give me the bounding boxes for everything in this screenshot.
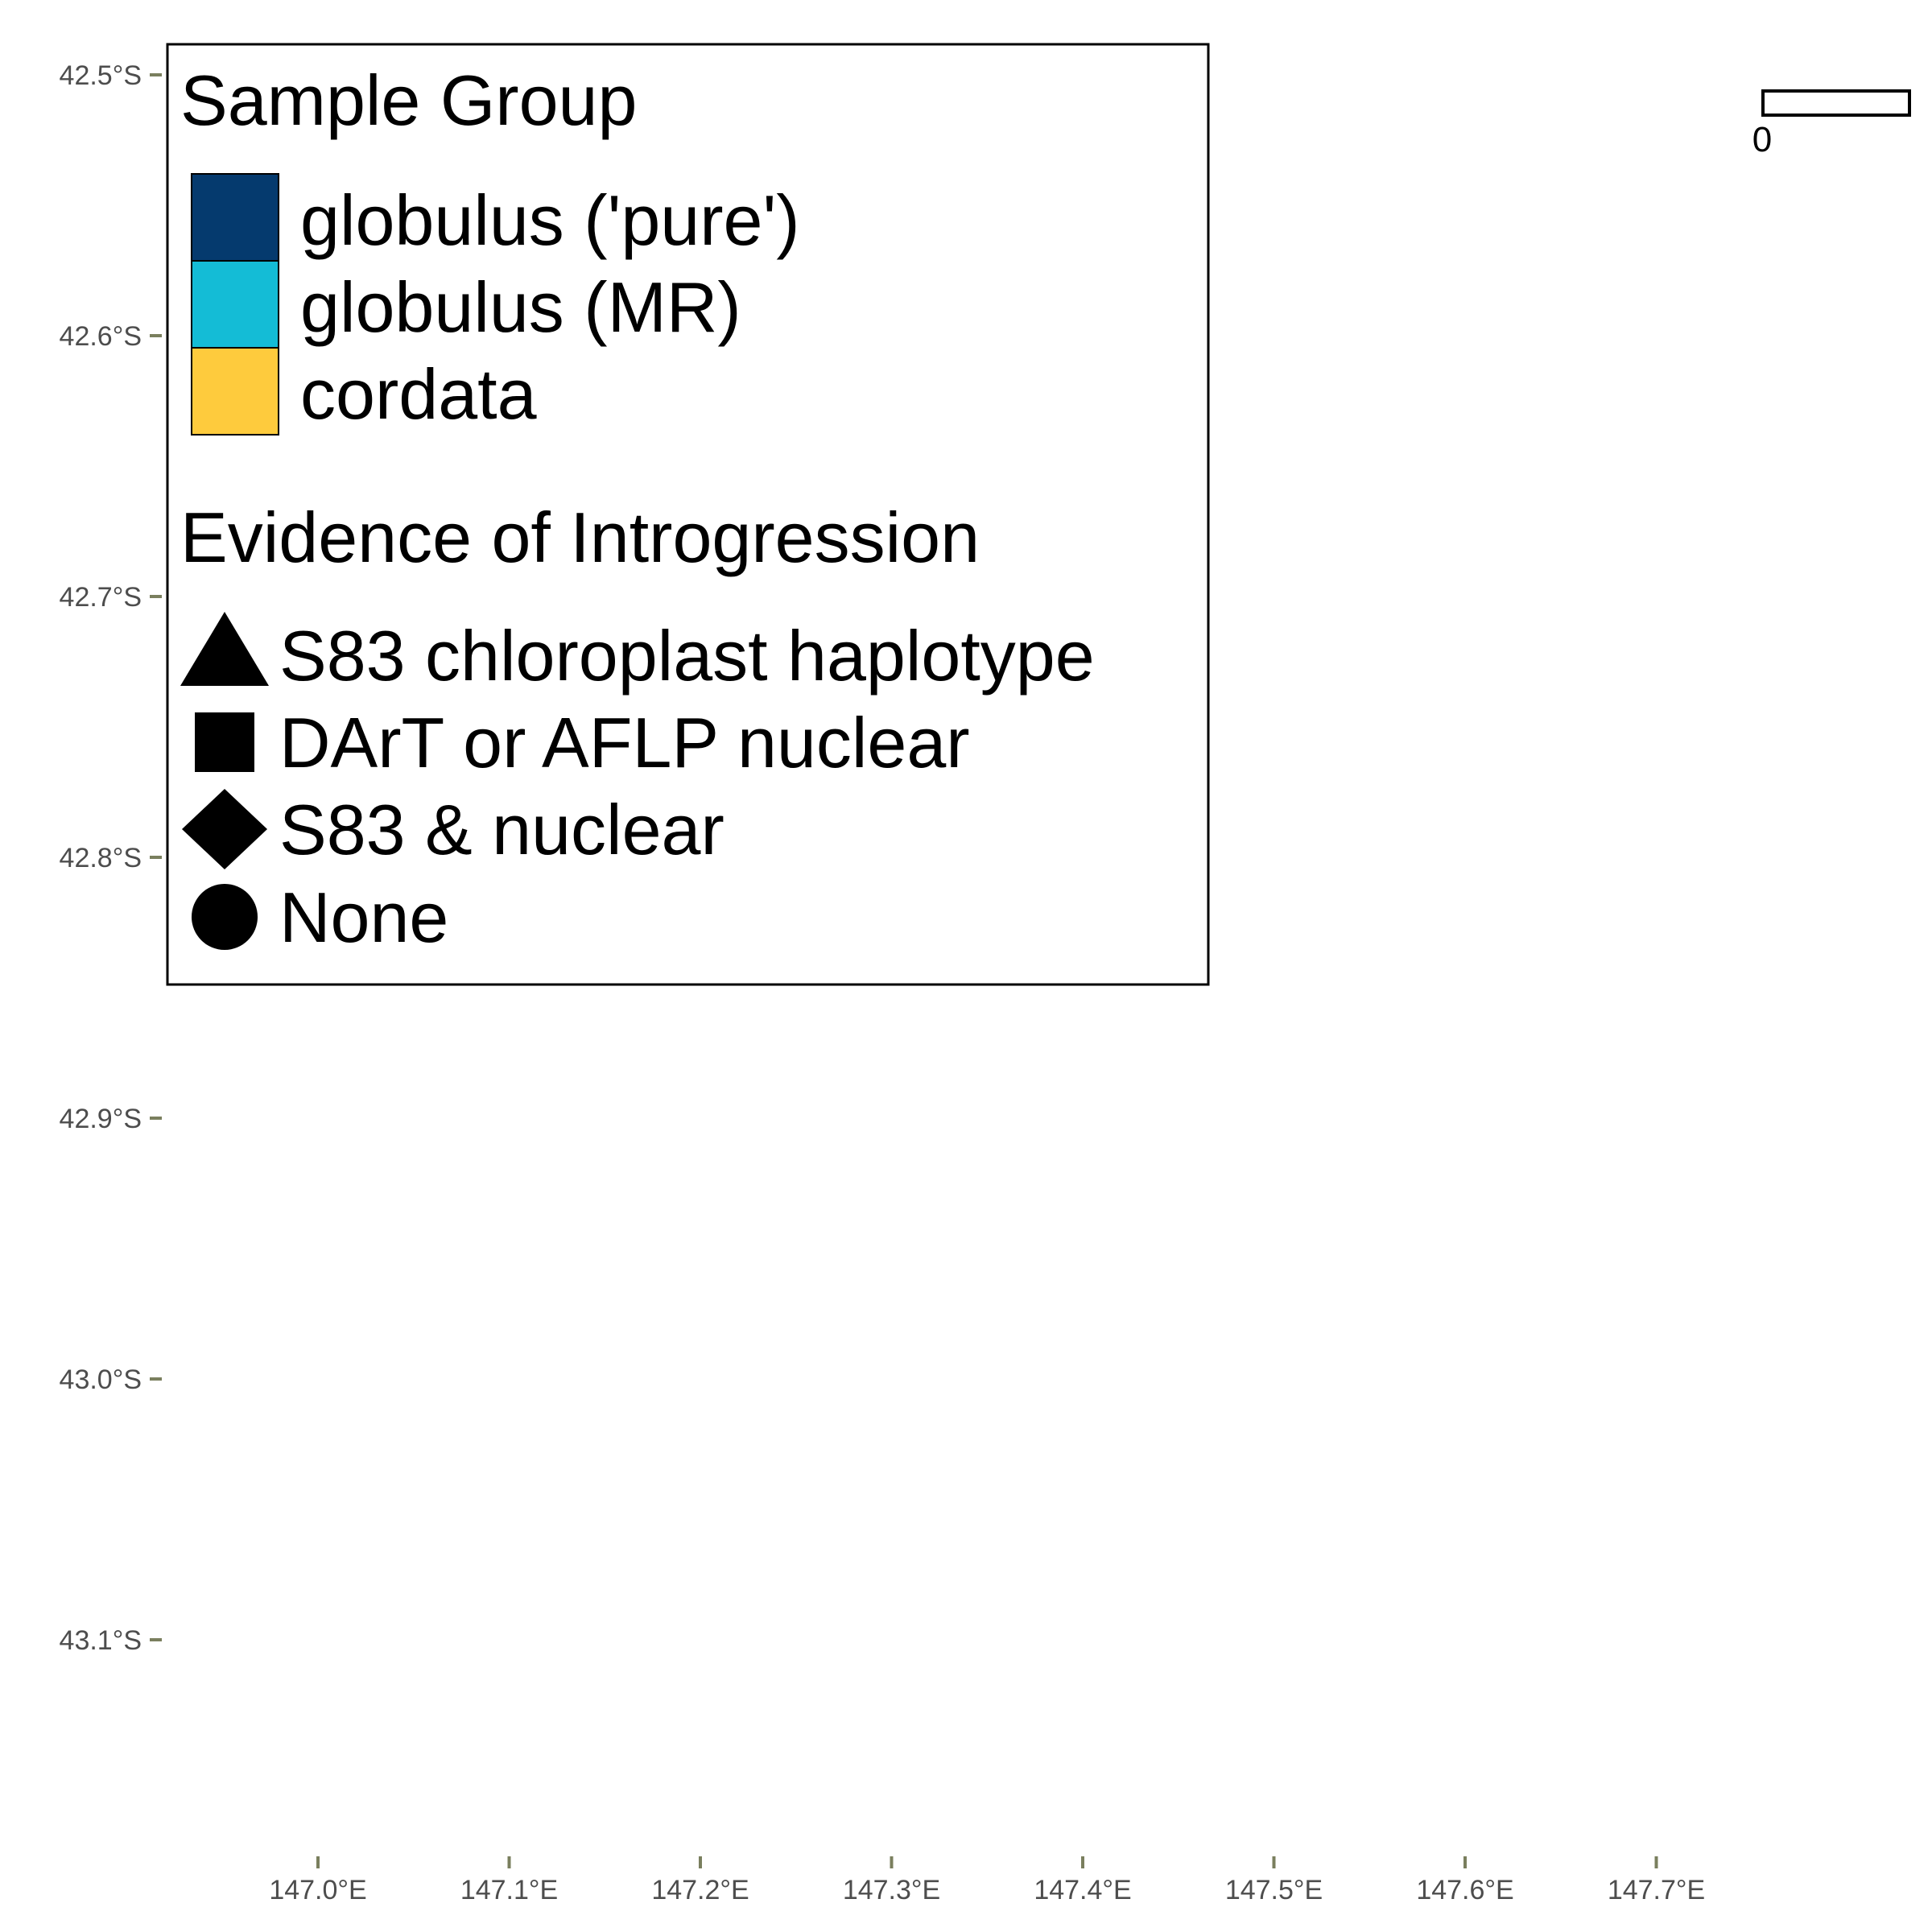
lat-tick-label: 43.1°S bbox=[60, 1625, 142, 1656]
legend-item-s83-nuclear: S83 & nuclear bbox=[182, 789, 724, 869]
legend-label: cordata bbox=[300, 354, 537, 434]
lat-tick-label: 43.0°S bbox=[60, 1364, 142, 1395]
lon-tick-label: 147.5°E bbox=[1225, 1875, 1323, 1905]
legend-title-introgression: Evidence of Introgression bbox=[180, 497, 980, 577]
lat-tick-label: 42.7°S bbox=[60, 582, 142, 613]
legend-label: S83 & nuclear bbox=[279, 790, 724, 869]
scale-bar-label: 0 bbox=[1752, 120, 1772, 159]
legend-label: globulus (MR) bbox=[300, 267, 741, 347]
legend-item-globulus-pure: globulus ('pure') bbox=[191, 173, 800, 262]
lon-tick-label: 147.7°E bbox=[1608, 1875, 1705, 1905]
legend-label: None bbox=[279, 877, 448, 957]
lat-tick-label: 42.8°S bbox=[60, 843, 142, 873]
triangle-icon bbox=[180, 612, 269, 686]
lon-tick-label: 147.1°E bbox=[460, 1875, 558, 1905]
lon-tick-label: 147.4°E bbox=[1034, 1875, 1131, 1905]
lat-tick-label: 42.9°S bbox=[60, 1104, 142, 1134]
legend-label: S83 chloroplast haplotype bbox=[279, 616, 1095, 696]
diamond-icon bbox=[182, 789, 267, 869]
legend-item-s83-chloroplast: S83 chloroplast haplotype bbox=[180, 612, 1095, 696]
legend-swatch bbox=[191, 173, 279, 262]
legend-title-sample-group: Sample Group bbox=[180, 60, 637, 140]
legend-item-globulus-mr: globulus (MR) bbox=[191, 260, 741, 349]
scale-bar-segment bbox=[1761, 89, 1911, 117]
legend-item-cordata: cordata bbox=[191, 347, 537, 436]
longitude-axis: 147.0°E 147.1°E 147.2°E 147.3°E 147.4°E 147.5… bbox=[269, 1856, 1705, 1905]
legend: Sample Group globulus ('pure') globulus … bbox=[166, 43, 1210, 986]
lon-tick-label: 147.3°E bbox=[843, 1875, 940, 1905]
legend-item-none: None bbox=[192, 877, 448, 957]
latitude-axis: 42.5°S 42.6°S 42.7°S 42.8°S 42.9°S 43.0°S 43.1… bbox=[60, 60, 162, 1656]
lat-tick-label: 42.5°S bbox=[60, 60, 142, 91]
lon-tick-label: 147.2°E bbox=[651, 1875, 749, 1905]
circle-icon bbox=[192, 884, 258, 950]
square-icon bbox=[195, 712, 254, 772]
legend-swatch bbox=[191, 347, 279, 436]
scale-bar: 0 bbox=[1752, 89, 1911, 159]
lat-tick-label: 42.6°S bbox=[60, 321, 142, 352]
legend-item-dart-aflp: DArT or AFLP nuclear bbox=[195, 703, 970, 782]
legend-label: DArT or AFLP nuclear bbox=[279, 703, 970, 782]
lon-tick-label: 147.0°E bbox=[269, 1875, 366, 1905]
legend-label: globulus ('pure') bbox=[300, 180, 800, 260]
legend-box bbox=[166, 43, 1210, 986]
legend-swatch bbox=[191, 260, 279, 349]
lon-tick-label: 147.6°E bbox=[1416, 1875, 1513, 1905]
